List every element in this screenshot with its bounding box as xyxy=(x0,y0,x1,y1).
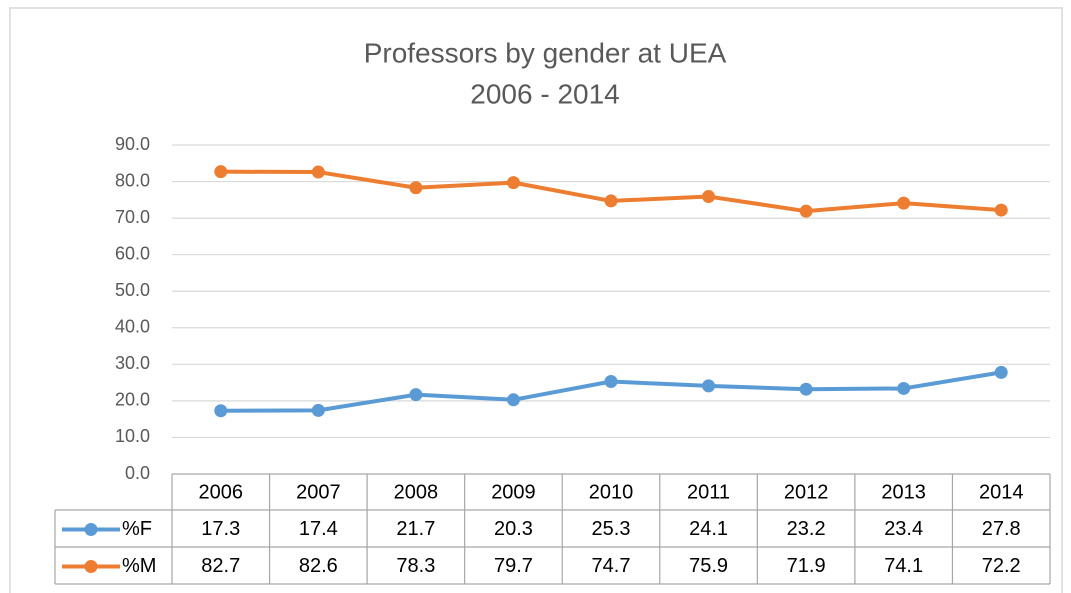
data-point xyxy=(799,204,813,218)
table-cell: 79.7 xyxy=(494,555,533,577)
data-point xyxy=(702,190,716,204)
data-point xyxy=(994,203,1008,217)
table-cell: 17.4 xyxy=(299,518,338,540)
data-point xyxy=(506,393,520,407)
data-point xyxy=(214,165,228,179)
y-tick-label: 80.0 xyxy=(115,170,150,190)
data-point xyxy=(604,194,618,208)
y-tick-label: 10.0 xyxy=(115,426,150,446)
legend-marker xyxy=(84,560,98,573)
table-cell: 74.7 xyxy=(592,555,631,577)
x-tick-label: 2014 xyxy=(979,481,1024,503)
legend-marker xyxy=(84,523,98,536)
table-cell: 78.3 xyxy=(396,555,435,577)
table-cell: 27.8 xyxy=(982,518,1021,540)
chart-title: Professors by gender at UEA xyxy=(364,37,727,68)
x-tick-label: 2006 xyxy=(199,481,244,503)
y-tick-label: 20.0 xyxy=(115,390,150,410)
table-cell: 23.2 xyxy=(787,518,826,540)
y-tick-label: 30.0 xyxy=(115,353,150,373)
x-tick-label: 2013 xyxy=(881,481,926,503)
y-tick-label: 70.0 xyxy=(115,207,150,227)
data-point xyxy=(311,165,325,179)
table-cell: 25.3 xyxy=(592,518,631,540)
table-cell: 82.6 xyxy=(299,555,338,577)
y-tick-label: 50.0 xyxy=(115,280,150,300)
table-cell: 21.7 xyxy=(396,518,435,540)
legend-label: %F xyxy=(122,518,152,540)
table-cell: 17.3 xyxy=(201,518,240,540)
y-tick-label: 90.0 xyxy=(115,134,150,154)
table-cell: 20.3 xyxy=(494,518,533,540)
x-tick-label: 2009 xyxy=(491,481,536,503)
chart-subtitle: 2006 - 2014 xyxy=(470,78,619,109)
data-point xyxy=(214,404,228,418)
table-cell: 24.1 xyxy=(689,518,728,540)
y-tick-label: 60.0 xyxy=(115,243,150,263)
data-point xyxy=(897,381,911,395)
table-cell: 75.9 xyxy=(689,555,728,577)
x-tick-label: 2012 xyxy=(784,481,829,503)
y-tick-label: 40.0 xyxy=(115,317,150,337)
table-cell: 71.9 xyxy=(787,555,826,577)
data-point xyxy=(994,365,1008,379)
data-point xyxy=(409,181,423,195)
data-point xyxy=(506,176,520,190)
data-point xyxy=(311,403,325,417)
table-cell: 72.2 xyxy=(982,555,1021,577)
x-tick-label: 2011 xyxy=(687,481,730,503)
table-cell: 74.1 xyxy=(884,555,923,577)
chart-border xyxy=(9,7,1063,593)
x-tick-label: 2010 xyxy=(589,481,634,503)
data-point xyxy=(604,375,618,389)
x-tick-label: 2008 xyxy=(394,481,439,503)
legend-label: %M xyxy=(122,555,156,577)
y-tick-label: 0.0 xyxy=(125,463,150,483)
data-point xyxy=(702,379,716,393)
x-tick-label: 2007 xyxy=(296,481,341,503)
data-point xyxy=(409,388,423,402)
data-point xyxy=(799,382,813,396)
data-point xyxy=(897,196,911,210)
table-cell: 23.4 xyxy=(884,518,923,540)
table-cell: 82.7 xyxy=(201,555,240,577)
